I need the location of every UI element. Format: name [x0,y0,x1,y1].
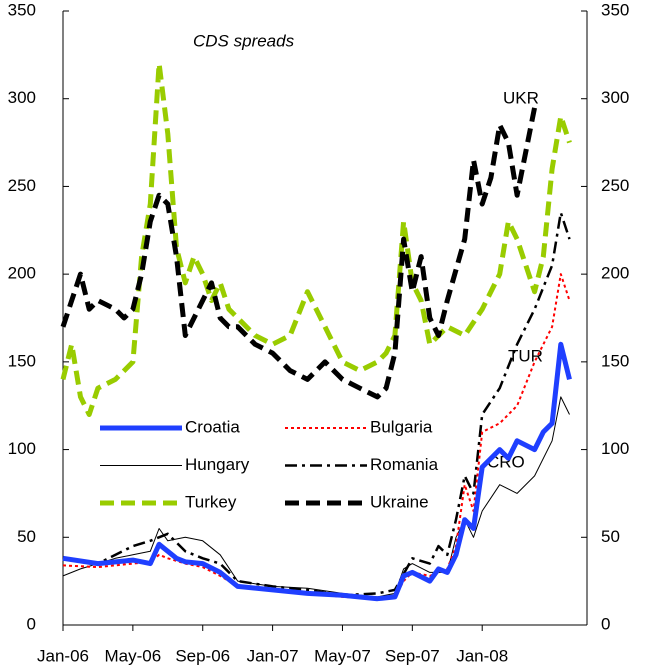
y-tick-label: 0 [27,614,36,633]
legend-label: Hungary [185,455,250,474]
y2-tick-label: 250 [601,176,629,195]
series-line [60,107,538,400]
y-tick-label: 350 [8,0,36,19]
y-tick-label: 300 [8,88,36,107]
chart-title: CDS spreads [193,31,295,50]
x-tick-label: Jan-08 [456,646,508,665]
legend-label: Croatia [185,417,240,436]
annotation: TUR [508,346,543,365]
y2-tick-label: 150 [601,351,629,370]
y2-tick-label: 300 [601,88,629,107]
y2-tick-label: 200 [601,264,629,283]
y2-tick-label: 350 [601,0,629,19]
legend-label: Turkey [185,492,237,511]
series-line [62,211,571,597]
x-tick-label: Jan-07 [247,646,299,665]
legend-label: Ukraine [370,492,429,511]
series-line [62,341,572,602]
series-line [62,273,571,600]
x-tick-label: Sep-06 [175,646,230,665]
legend-label: Romania [370,455,439,474]
series-line [60,61,572,417]
y-tick-label: 150 [8,351,36,370]
x-tick-label: Sep-07 [385,646,440,665]
legend-label: Bulgaria [370,417,433,436]
y-tick-label: 50 [17,527,36,546]
annotation: CRO [487,452,525,471]
x-tick-label: Jan-06 [37,646,89,665]
x-tick-label: May-07 [314,646,371,665]
y-tick-label: 250 [8,176,36,195]
y-tick-label: 100 [8,439,36,458]
y-tick-label: 200 [8,264,36,283]
x-tick-label: May-06 [105,646,162,665]
y2-tick-label: 50 [601,527,620,546]
y2-tick-label: 0 [601,614,610,633]
annotation: UKR [503,88,539,107]
y2-tick-label: 100 [601,439,629,458]
